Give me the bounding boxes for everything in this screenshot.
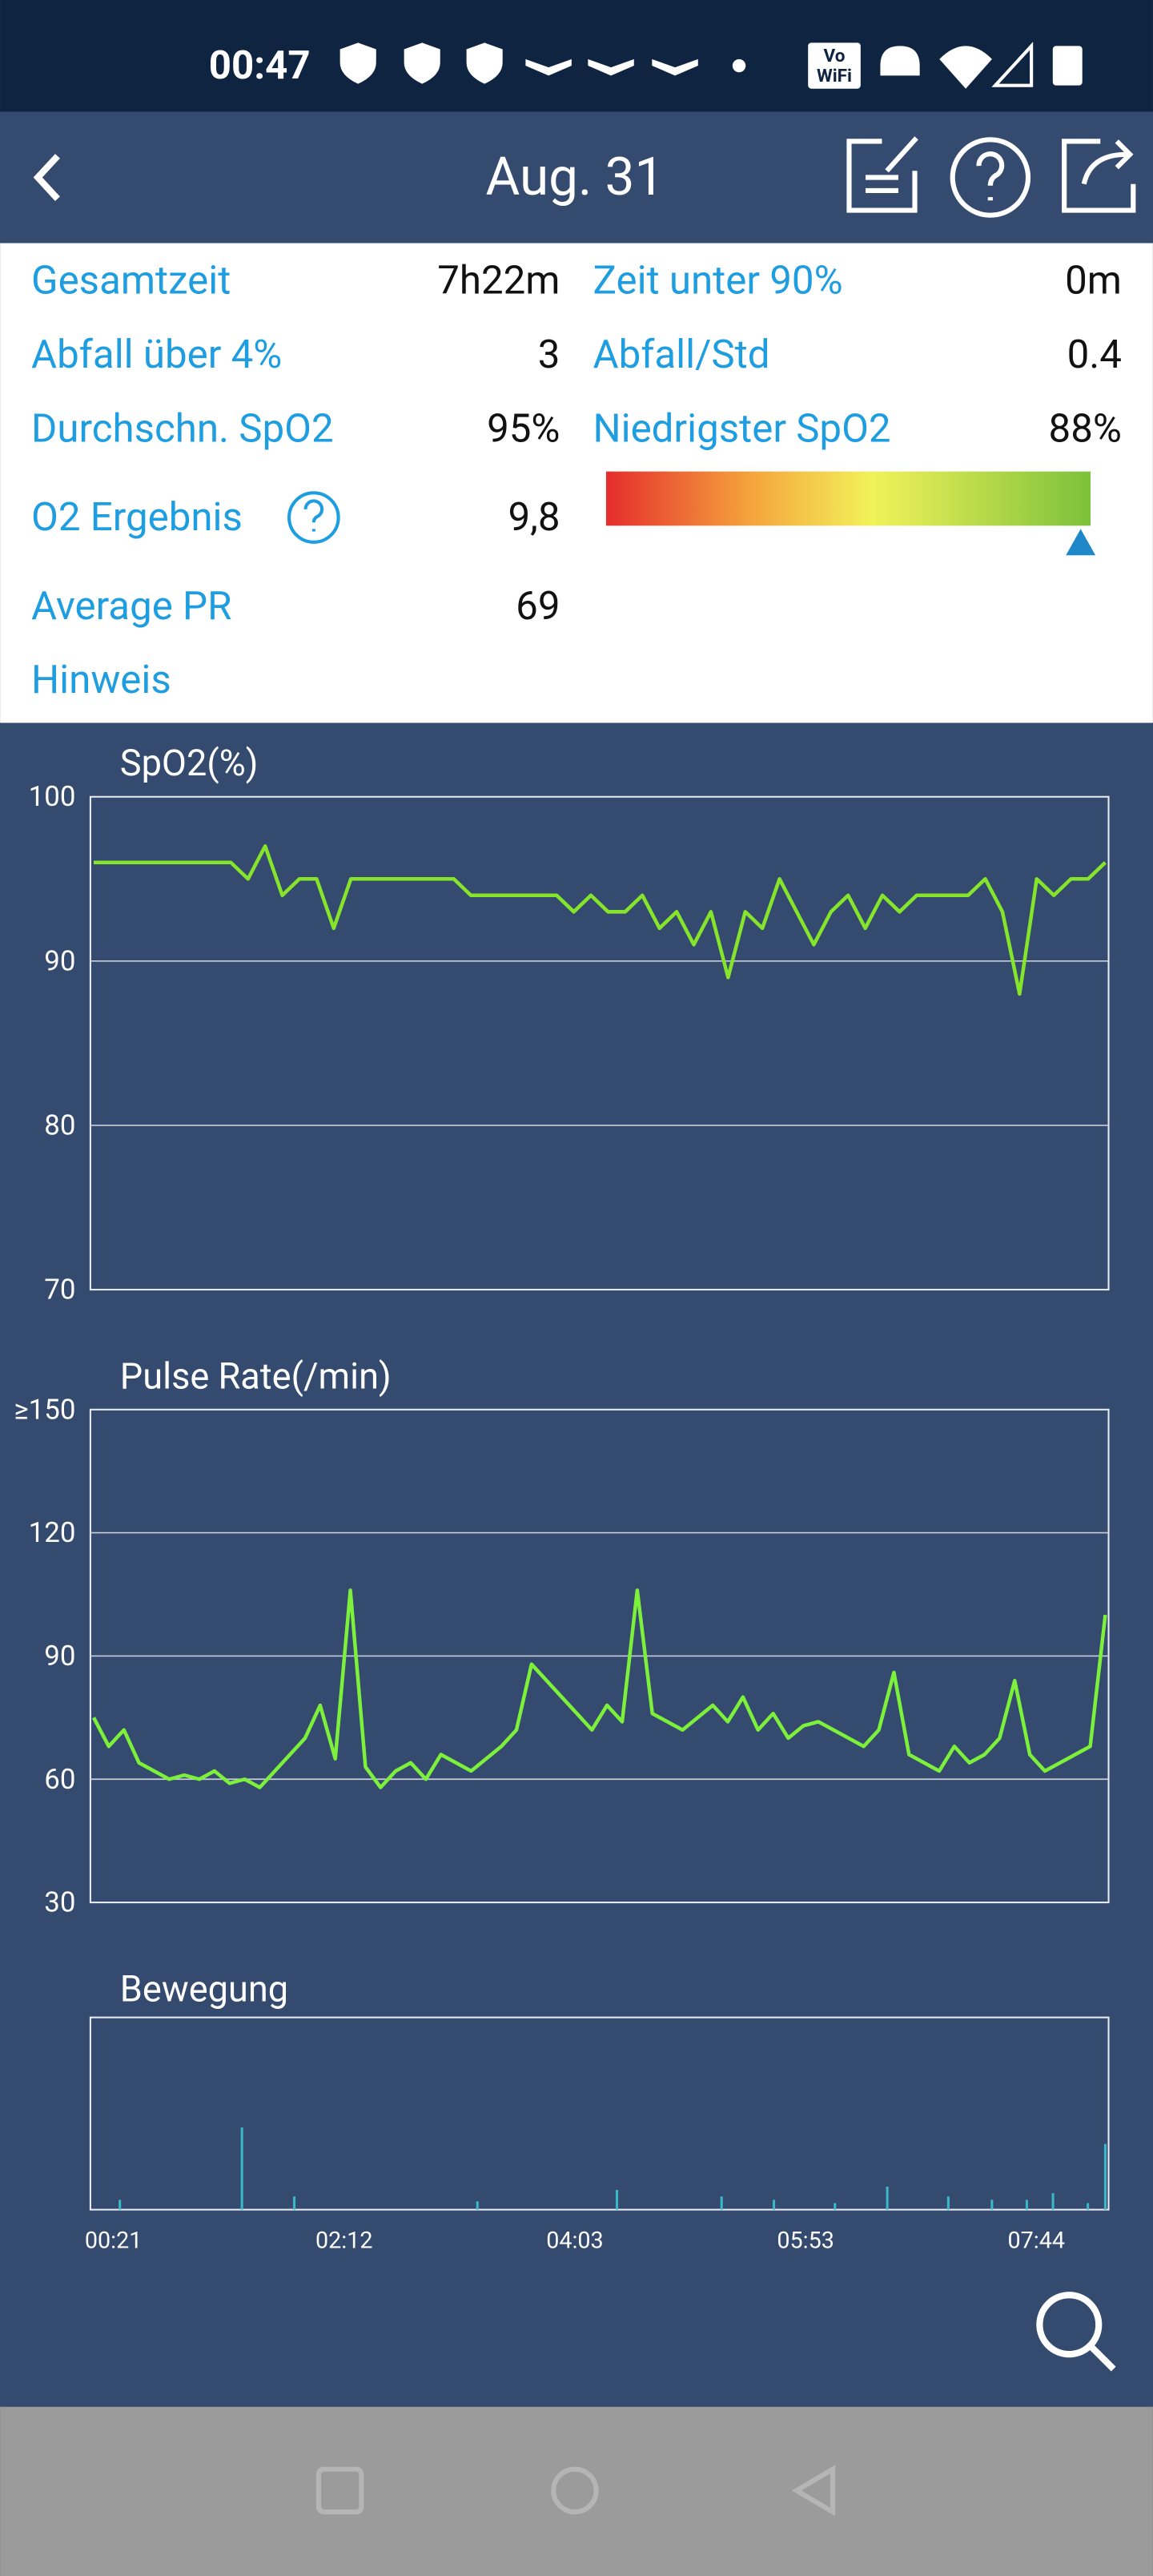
stat-label: Abfall/Std xyxy=(593,332,770,378)
stat-label: Zeit unter 90% xyxy=(593,258,843,304)
app-bar xyxy=(0,111,1153,244)
home-button[interactable] xyxy=(551,2466,599,2515)
badge-line: WiFi xyxy=(817,65,852,87)
recent-button[interactable] xyxy=(315,2466,364,2515)
plot-frame xyxy=(89,795,1110,1291)
data-line xyxy=(93,844,1107,996)
stat-value: 3 xyxy=(538,332,560,378)
header-actions xyxy=(846,136,1136,218)
score-gradient xyxy=(605,471,1091,526)
nav-bar xyxy=(0,2406,1153,2576)
y-tick-label: 90 xyxy=(44,944,75,977)
y-tick-label: ≥150 xyxy=(14,1393,75,1426)
share-button[interactable] xyxy=(1062,139,1136,213)
info-glyph xyxy=(303,499,324,532)
help-glyph xyxy=(976,151,1005,201)
help-button[interactable] xyxy=(950,137,1031,218)
info-button[interactable] xyxy=(287,491,340,544)
stat-value: 0.4 xyxy=(1067,332,1122,378)
y-tick-label: 120 xyxy=(29,1516,76,1549)
y-tick-label: 70 xyxy=(44,1274,75,1306)
stat-value: 69 xyxy=(516,583,560,630)
stat-value: 9,8 xyxy=(508,494,560,541)
y-tick-label: 100 xyxy=(29,780,76,813)
stat-value: 7h22m xyxy=(437,258,560,304)
data-line xyxy=(92,1588,1107,1789)
y-tick-label: 60 xyxy=(44,1763,75,1796)
x-tick-label: 04:03 xyxy=(546,2228,603,2255)
y-tick-label: 30 xyxy=(44,1886,75,1919)
stats: Gesamtzeit 7h22m Abfall über 4% 3 Durchschn.… xyxy=(31,258,1122,630)
header-title: Aug. 31 xyxy=(486,147,665,208)
badge-line: Vo xyxy=(824,45,846,66)
stat-label: Abfall über 4% xyxy=(31,332,282,378)
clock: 00:47 xyxy=(209,42,311,89)
y-tick-label: 80 xyxy=(44,1109,75,1141)
stat-value: 0m xyxy=(1065,258,1122,304)
x-tick-label: 00:21 xyxy=(85,2228,142,2255)
chart-title: Pulse Rate(/min) xyxy=(120,1355,392,1398)
stat-label: Gesamtzeit xyxy=(31,258,231,304)
stat-label: Durchschn. SpO2 xyxy=(31,405,334,452)
stat-value: 95% xyxy=(487,405,560,452)
back-nav-button[interactable] xyxy=(791,2465,836,2517)
x-tick-label: 05:53 xyxy=(777,2228,834,2255)
chart-title: SpO2(%) xyxy=(120,743,259,785)
plot-frame xyxy=(89,2016,1110,2211)
stat-value: 88% xyxy=(1049,405,1122,452)
stat-label: Average PR xyxy=(31,583,231,630)
zoom-button[interactable] xyxy=(1036,2292,1116,2372)
stat-label: O2 Ergebnis xyxy=(31,494,243,541)
x-tick-label: 07:44 xyxy=(1008,2228,1065,2255)
status-icons xyxy=(339,42,1083,89)
y-tick-label: 90 xyxy=(44,1640,75,1672)
back-button[interactable] xyxy=(33,154,60,201)
x-tick-label: 02:12 xyxy=(315,2228,372,2255)
edit-button[interactable] xyxy=(846,136,918,213)
score-marker xyxy=(1066,529,1096,556)
note-link[interactable]: Hinweis xyxy=(31,657,171,703)
chart-title: Bewegung xyxy=(120,1968,288,2010)
stat-label: Niedrigster SpO2 xyxy=(593,405,891,452)
